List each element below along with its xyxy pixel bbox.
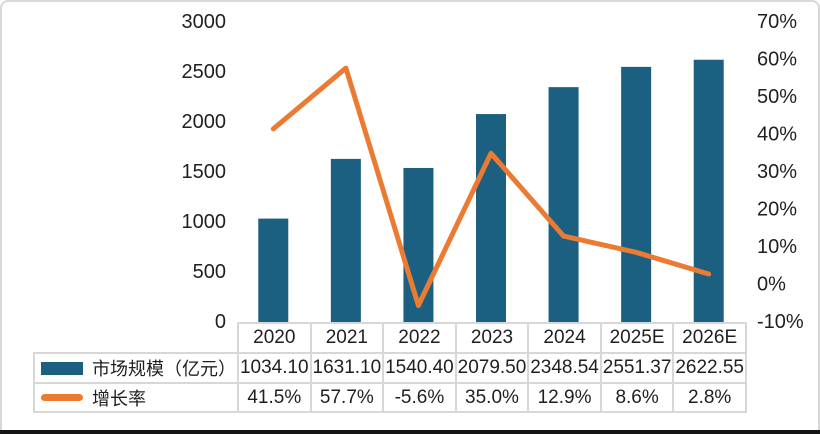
- right-axis-tick: 30%: [757, 161, 797, 183]
- right-axis-tick: 50%: [757, 86, 797, 108]
- table-blank-cell: [34, 323, 238, 353]
- left-axis-tick: 2500: [182, 61, 227, 83]
- year-cell-2024: 2024: [527, 322, 602, 354]
- bar-2023: [476, 114, 506, 322]
- right-axis-tick: -10%: [757, 311, 804, 330]
- bar-2025E: [621, 66, 652, 322]
- legend-market-size: 市场规模（亿元）: [33, 352, 239, 384]
- market-value-cell-2021: 1631.10: [309, 352, 385, 384]
- market-value-cell-2024: 2348.54: [527, 352, 602, 384]
- legend-market-size-label: 市场规模（亿元）: [92, 359, 236, 379]
- growth-value-cell-2021: 57.7%: [309, 382, 385, 413]
- growth-value-cell-2024: 12.9%: [527, 382, 602, 413]
- year-cell-2026E: 2026E: [672, 322, 747, 354]
- right-axis-tick: 20%: [757, 199, 797, 221]
- data-table: 2020 2021 2022 2023 2024 2025E 2026E 市场规模（亿元） …: [33, 322, 747, 413]
- legend-growth-rate: 增长率: [33, 382, 239, 413]
- right-axis-tick: 70%: [757, 11, 797, 33]
- year-cell-2021: 2021: [309, 322, 385, 354]
- window-bottom-edge: [0, 430, 820, 434]
- growth-value-cell-2023: 35.0%: [454, 382, 530, 413]
- year-cell-2023: 2023: [454, 322, 530, 354]
- growth-value-cell-2020: 41.5%: [237, 382, 312, 413]
- left-axis-tick: 0: [215, 311, 226, 330]
- growth-value-cell-2025E: 8.6%: [599, 382, 675, 413]
- left-axis-tick: 2000: [182, 111, 227, 133]
- growth-rate-line-swatch-icon: [41, 394, 83, 401]
- year-cell-2025E: 2025E: [599, 322, 675, 354]
- bar-2022: [403, 167, 434, 322]
- bar-2020: [258, 218, 289, 322]
- market-size-bar-swatch-icon: [41, 361, 83, 375]
- right-axis-tick: 60%: [757, 49, 797, 71]
- growth-value-cell-2022: -5.6%: [382, 382, 457, 413]
- market-value-cell-2022: 1540.40: [382, 352, 457, 384]
- left-axis-tick: 3000: [182, 11, 227, 33]
- bar-2024: [548, 87, 579, 322]
- table-row-growth-rate: 增长率 41.5% 57.7% -5.6% 35.0% 12.9% 8.6% 2.8%: [33, 382, 747, 413]
- year-cell-2020: 2020: [237, 322, 312, 354]
- table-row-years: 2020 2021 2022 2023 2024 2025E 2026E: [34, 322, 747, 354]
- table-row-market-size: 市场规模（亿元） 1034.10 1631.10 1540.40 2079.50 234…: [33, 352, 747, 384]
- right-axis-tick: 40%: [757, 124, 797, 146]
- right-axis-tick: 10%: [757, 236, 797, 258]
- right-axis-tick: 0%: [757, 274, 786, 296]
- left-axis-tick: 500: [193, 261, 226, 283]
- growth-rate-line: [270, 65, 712, 308]
- left-axis-tick: 1500: [182, 161, 227, 183]
- combo-chart: 3000 2500 2000 1500 1000 500 0 70% 60% 50% 40% 30% 2…: [182, 11, 804, 330]
- market-value-cell-2020: 1034.10: [237, 352, 312, 384]
- left-axis-tick: 1000: [182, 211, 227, 233]
- year-cell-2022: 2022: [382, 322, 457, 354]
- growth-value-cell-2026E: 2.8%: [672, 382, 747, 413]
- market-value-cell-2023: 2079.50: [454, 352, 530, 384]
- market-value-cell-2025E: 2551.37: [599, 352, 675, 384]
- bar-2021: [330, 158, 361, 322]
- market-value-cell-2026E: 2622.55: [672, 352, 747, 384]
- bar-2026E: [693, 59, 724, 323]
- legend-growth-rate-label: 增长率: [92, 388, 146, 409]
